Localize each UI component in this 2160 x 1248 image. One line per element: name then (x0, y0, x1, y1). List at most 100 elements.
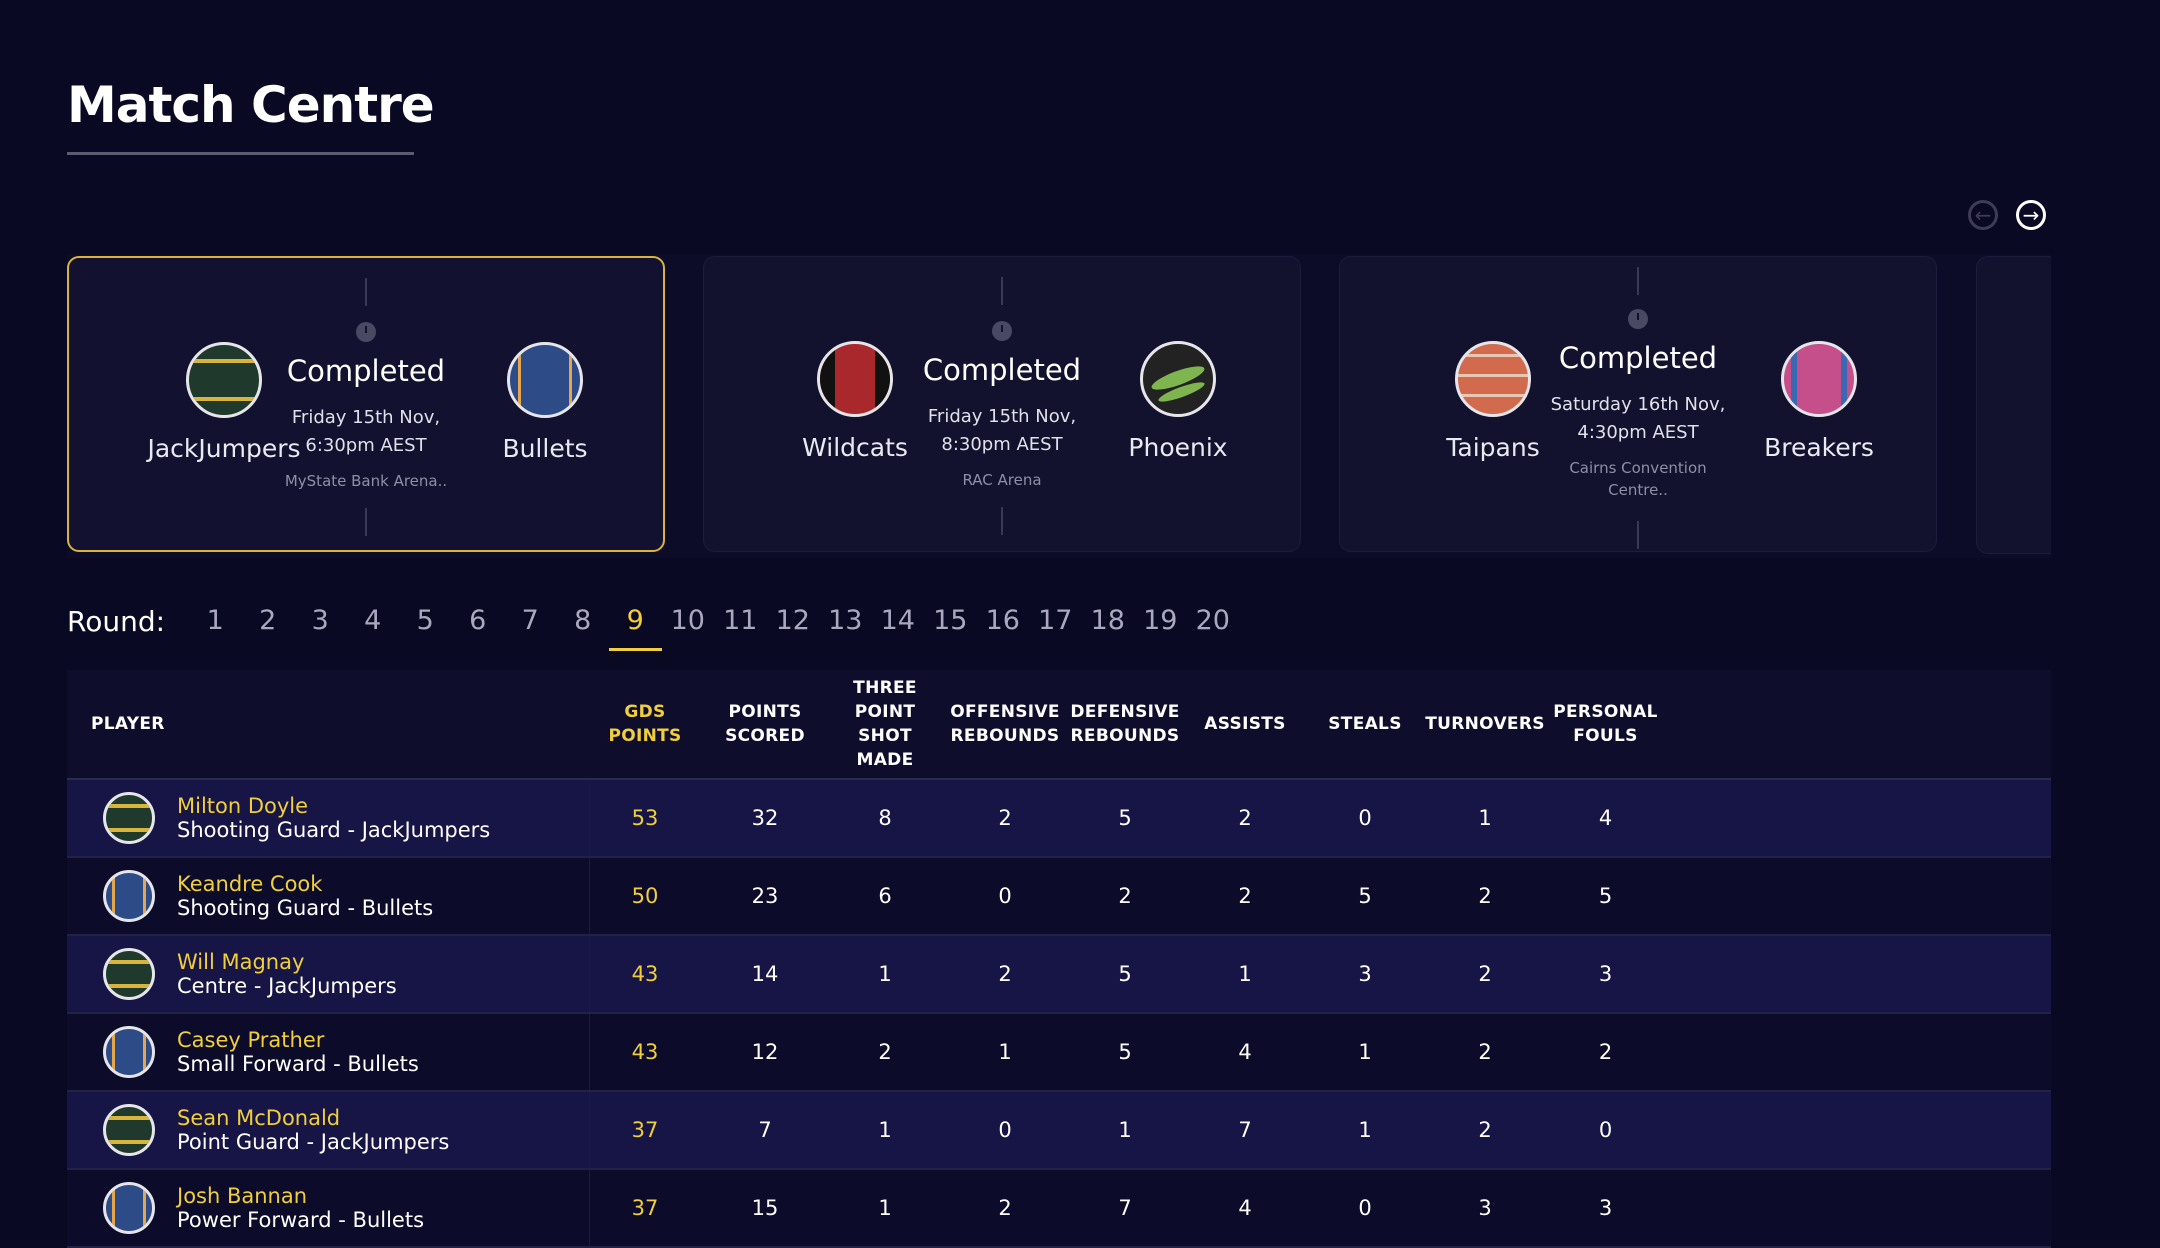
gds-points-cell: 43 (631, 962, 659, 986)
header-player-line: PLAYER (91, 714, 165, 734)
bullets-logo (507, 342, 583, 418)
match-carousel[interactable]: JackJumpers Completed Friday 15th Nov, 6… (67, 254, 2051, 558)
round-13[interactable]: 13 (828, 605, 863, 636)
assists-cell: 4 (1238, 1196, 1252, 1220)
header-offensive-rebounds-line: OFFENSIVE (950, 702, 1060, 722)
points-scored-cell: 14 (751, 962, 779, 986)
round-3[interactable]: 3 (311, 605, 329, 636)
player-team-avatar (103, 1104, 155, 1156)
match-time-line: 8:30pm AEST (941, 434, 1063, 455)
round-6[interactable]: 6 (469, 605, 487, 636)
match-date-line: Saturday 16th Nov, (1550, 394, 1726, 415)
header-steals: STEALS (1310, 712, 1420, 736)
header-three-point-made-line: THREE (853, 678, 917, 698)
clock-icon (356, 322, 376, 342)
arrow-right-icon: → (2022, 203, 2040, 227)
three-point-made-cell: 1 (878, 1196, 892, 1220)
match-status: Completed Saturday 16th Nov, 4:30pm AEST… (1518, 341, 1758, 501)
away-team: Bullets (460, 342, 630, 463)
match-date: Saturday 16th Nov, 4:30pm AEST (1518, 391, 1758, 447)
round-4[interactable]: 4 (364, 605, 382, 636)
table-row[interactable]: Keandre Cook Shooting Guard - Bullets 5 0 23… (67, 858, 2051, 936)
round-7[interactable]: 7 (521, 605, 539, 636)
player-cell: Josh Bannan Power Forward - Bullets (67, 1170, 590, 1246)
header-offensive-rebounds: OFFENSIVE REBOUNDS (940, 700, 1070, 748)
round-17[interactable]: 17 (1038, 605, 1073, 636)
header-three-point-made: THREE POINT SHOT MADE (830, 676, 940, 772)
match-date: Friday 15th Nov, 8:30pm AEST (882, 403, 1122, 459)
steals-cell: 1 (1358, 1118, 1372, 1142)
team-name: JackJumpers (147, 434, 301, 463)
away-team: Breakers (1734, 341, 1904, 462)
steals-cell: 5 (1358, 884, 1372, 908)
player-name[interactable]: Milton Doyle (177, 794, 309, 818)
round-12[interactable]: 12 (775, 605, 810, 636)
points-scored-cell: 23 (751, 884, 779, 908)
player-name[interactable]: Sean McDonald (177, 1106, 341, 1130)
turnovers-cell: 2 (1478, 884, 1492, 908)
team-name: Wildcats (802, 433, 908, 462)
points-scored-cell: 32 (751, 806, 779, 830)
player-role: Shooting Guard - Bullets (177, 896, 434, 920)
round-14[interactable]: 14 (880, 605, 915, 636)
player-cell: Keandre Cook Shooting Guard - Bullets (67, 858, 590, 934)
defensive-rebounds-cell: 1 (1118, 1118, 1132, 1142)
player-name[interactable]: Casey Prather (177, 1028, 325, 1052)
clock-icon (1628, 309, 1648, 329)
round-19[interactable]: 19 (1143, 605, 1178, 636)
card-divider (1001, 507, 1003, 535)
header-turnovers: TURNOVERS (1420, 712, 1550, 736)
table-row[interactable]: Sean McDonald Point Guard - JackJumpers 37… (67, 1092, 2051, 1170)
match-card-partial[interactable] (1976, 256, 2051, 554)
round-2[interactable]: 2 (259, 605, 277, 636)
match-card[interactable]: Taipans Completed Saturday 16th Nov, 4:3… (1339, 256, 1937, 552)
round-10[interactable]: 10 (670, 605, 705, 636)
round-5[interactable]: 5 (416, 605, 434, 636)
round-9[interactable]: 9 (609, 599, 662, 651)
personal-fouls-cell: 5 (1598, 884, 1613, 908)
player-info: Milton Doyle Shooting Guard - JackJumpers (177, 794, 490, 842)
player-name[interactable]: Josh Bannan (177, 1184, 308, 1208)
table-body: Milton Doyle Shooting Guard - JackJumpers… (67, 780, 2051, 1248)
round-20[interactable]: 20 (1195, 605, 1230, 636)
defensive-rebounds-cell: 5 (1118, 1040, 1132, 1064)
status-label: Completed (922, 353, 1082, 387)
player-team-avatar (103, 792, 155, 844)
match-card[interactable]: JackJumpers Completed Friday 15th Nov, 6… (67, 256, 665, 552)
table-row[interactable]: Milton Doyle Shooting Guard - JackJumpers… (67, 780, 2051, 858)
player-info: Casey Prather Small Forward - Bullets (177, 1028, 419, 1076)
match-status: Completed Friday 15th Nov, 8:30pm AEST R… (882, 353, 1122, 491)
round-8[interactable]: 8 (574, 605, 592, 636)
player-info: Sean McDonald Point Guard - JackJumpers (177, 1106, 449, 1154)
team-name: Taipans (1446, 433, 1540, 462)
round-11[interactable]: 11 (723, 605, 758, 636)
offensive-rebounds-cell: 0 (998, 884, 1012, 908)
match-card[interactable]: Wildcats Completed Friday 15th Nov, 8:30… (703, 256, 1301, 552)
three-point-made-cell: 6 (878, 884, 892, 908)
offensive-rebounds-cell: 2 (998, 962, 1012, 986)
carousel-prev-button[interactable]: ← (1968, 200, 1998, 230)
table-row[interactable]: Casey Prather Small Forward - Bullets 43 12… (67, 1014, 2051, 1092)
player-info: Keandre Cook Shooting Guard - Bullets (177, 872, 433, 920)
round-1[interactable]: 1 (206, 605, 224, 636)
round-15[interactable]: 15 (933, 605, 968, 636)
header-defensive-rebounds-line: REBOUNDS (1070, 726, 1180, 746)
header-player: PLAYER (67, 712, 590, 736)
table-row[interactable]: Will Magnay Centre - JackJumpers 43 14 1 2 5 1 3… (67, 936, 2051, 1014)
player-role: Power Forward - Bullets (177, 1208, 425, 1232)
defensive-rebounds-cell: 5 (1118, 962, 1132, 986)
gds-points-cell: 37 (631, 1196, 659, 1220)
offensive-rebounds-cell: 2 (998, 1196, 1012, 1220)
match-venue-line: Cairns Convention (1569, 459, 1707, 477)
carousel-next-button[interactable]: → (2016, 200, 2046, 230)
taipans-logo (1455, 341, 1531, 417)
player-name[interactable]: Will Magnay (177, 950, 305, 974)
round-16[interactable]: 16 (985, 605, 1020, 636)
player-cell: Will Magnay Centre - JackJumpers (67, 936, 590, 1012)
player-name[interactable]: Keandre Cook (177, 872, 323, 896)
round-18[interactable]: 18 (1090, 605, 1125, 636)
header-three-point-made-line: MADE (856, 750, 914, 770)
player-team-avatar (103, 948, 155, 1000)
team-name: Bullets (502, 434, 588, 463)
table-row[interactable]: Josh Bannan Power Forward - Bullets 37 15 1 2… (67, 1170, 2051, 1248)
